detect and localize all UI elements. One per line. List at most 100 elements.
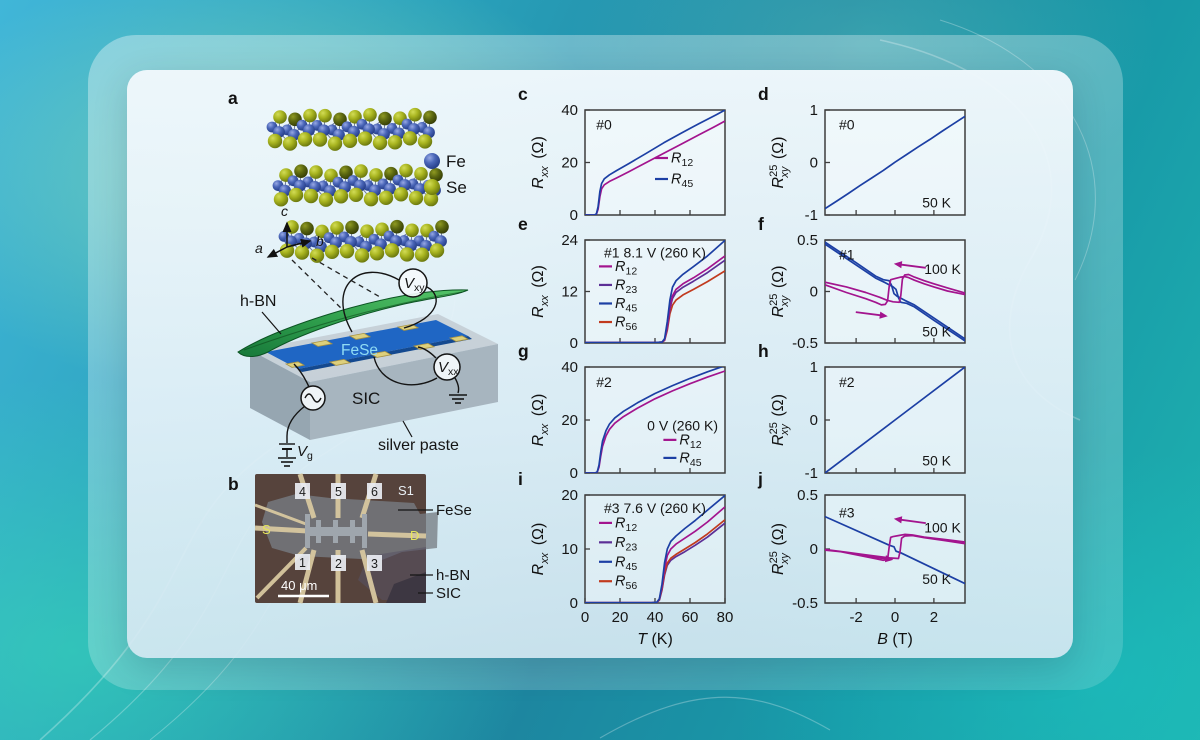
annotation: 50 K	[922, 452, 951, 468]
svg-text:80: 80	[717, 609, 734, 626]
legend-entry: R45	[671, 172, 693, 191]
svg-text:10: 10	[561, 541, 578, 558]
panel-g-letter: g	[518, 341, 529, 361]
svg-text:0: 0	[810, 541, 818, 558]
panel-h-letter: h	[758, 341, 769, 361]
fese-device-label: FeSe	[341, 342, 378, 359]
series-R45	[585, 495, 725, 603]
svg-text:0: 0	[891, 609, 899, 626]
svg-text:-1: -1	[805, 465, 818, 482]
vg-label: Vg	[297, 443, 313, 462]
contact-4: 4	[299, 485, 306, 499]
annotation: #1	[839, 246, 855, 262]
legend-entry: R12	[679, 432, 701, 451]
ac-sine-glyph	[304, 393, 322, 403]
annotation: 100 K	[924, 519, 961, 535]
contact-5: 5	[335, 485, 342, 499]
chart-h: h -1 0 1 #2 50 K R25xy (Ω)	[758, 341, 966, 482]
svg-text:20: 20	[561, 155, 578, 172]
y-axis-label: Rxx (Ω)	[530, 523, 551, 576]
scale-bar-label: 40 μm	[281, 578, 317, 593]
legend-entry: R12	[671, 151, 693, 170]
series-50K-down	[825, 241, 965, 340]
annotation: 50 K	[922, 571, 951, 587]
svg-text:0: 0	[581, 609, 589, 626]
circuit-wires	[286, 271, 460, 457]
svg-text:-0.5: -0.5	[792, 335, 818, 352]
series-50K	[825, 515, 965, 585]
series-100K-up	[825, 273, 965, 304]
y-axis-label: Rxx (Ω)	[530, 265, 551, 318]
fese-film	[266, 320, 468, 369]
legend-entry: R45	[615, 554, 637, 573]
silver-paste-label: silver paste	[378, 437, 459, 454]
panel-c-letter: c	[518, 84, 528, 104]
annotation: #0	[596, 117, 612, 133]
crystal-axes-icon	[266, 221, 312, 258]
annotation: #2	[596, 374, 612, 390]
sic-annotation: SIC	[436, 585, 461, 602]
voltmeter-vxx-icon	[433, 353, 461, 381]
fese-annotation: FeSe	[436, 502, 472, 519]
ground-icon-left	[278, 457, 296, 467]
series-100K-down	[825, 275, 965, 306]
hbn-device-label: h-BN	[240, 293, 276, 310]
legend-entry: R45	[679, 450, 701, 469]
legend-entry: R56	[615, 574, 637, 593]
annotation: #0	[839, 117, 855, 133]
contact-6: 6	[371, 485, 378, 499]
device-micrograph: 4 5 6 1 2 3 S D S1 40 μm	[254, 473, 438, 604]
svg-text:40: 40	[647, 609, 664, 626]
ground-icon-right	[449, 394, 467, 404]
contact-2: 2	[335, 557, 342, 571]
se-legend-label: Se	[446, 178, 467, 197]
svg-text:0: 0	[570, 595, 578, 612]
vxx-label: Vxx	[438, 359, 459, 378]
contact-number-chips: 4 5 6 1 2 3	[295, 483, 382, 571]
svg-text:0: 0	[570, 465, 578, 482]
annotation: #3 7.6 V (260 K)	[604, 500, 706, 516]
legend-entry: R56	[615, 315, 637, 334]
projection-dashes	[291, 257, 381, 315]
svg-text:24: 24	[561, 232, 578, 249]
voltmeter-vxy-icon	[398, 268, 428, 298]
series-50K	[825, 367, 965, 473]
sic-device-label: SIC	[352, 389, 380, 408]
panel-j-letter: j	[757, 469, 763, 489]
annotation: 50 K	[922, 194, 951, 210]
chart-d: d -1 0 1 #0 50 K R25xy (Ω)	[758, 84, 966, 224]
svg-text:1: 1	[810, 359, 818, 376]
panel-b-letter: b	[228, 474, 239, 494]
svg-text:-1: -1	[805, 207, 818, 224]
svg-text:0: 0	[810, 155, 818, 172]
legend-entry: R23	[615, 535, 637, 554]
annotation: #2	[839, 374, 855, 390]
svg-text:0.5: 0.5	[797, 487, 818, 504]
legend-entry: R12	[615, 259, 637, 278]
hbn-flake	[237, 289, 469, 357]
chart-i: i 0 20 40 60 80 0 10 20 #3 7.6 V (260 K)R12R23R45…	[518, 469, 733, 648]
substrate-left-face	[250, 350, 310, 440]
svg-text:20: 20	[561, 487, 578, 504]
chart-f: f -0.5 0 0.5 #1 100 K 50 K R25xy (Ω)	[758, 214, 966, 352]
hbn-annotation: h-BN	[436, 567, 470, 584]
fe-legend-label: Fe	[446, 152, 466, 171]
svg-text:0: 0	[570, 335, 578, 352]
chart-j: j -2 0 2 -0.5 0 0.5 #3 100 K 50 K R25xy (Ω) B (T)	[757, 469, 966, 648]
svg-text:0: 0	[810, 412, 818, 429]
y-axis-label: R25xy (Ω)	[768, 523, 791, 575]
sample-id-label: S1	[398, 483, 414, 498]
x-axis-label: T (K)	[637, 631, 673, 648]
svg-text:12: 12	[561, 284, 578, 301]
contact-3: 3	[371, 557, 378, 571]
contact-1: 1	[299, 556, 306, 570]
series-R45	[585, 240, 725, 343]
axis-a-label: a	[255, 240, 263, 256]
layer-leader-lines	[398, 509, 433, 594]
axis-c-label: c	[281, 203, 288, 219]
